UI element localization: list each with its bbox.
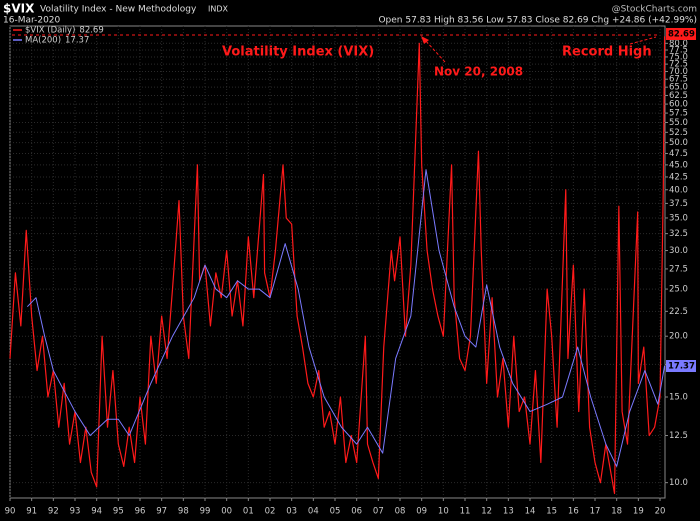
annotation: Record High: [562, 45, 652, 60]
x-tick-label: 98: [178, 507, 189, 517]
annotation-arrow: [629, 36, 657, 45]
y-tick-label: 62.5: [669, 91, 688, 101]
legend: $VIX (Daily) 82.69 MA(200) 17.37: [13, 26, 104, 46]
end-label: 82.69: [668, 30, 695, 40]
annotation: Nov 20, 2008: [434, 65, 523, 79]
plot-frame: [9, 25, 666, 499]
y-tick-label: 22.5: [669, 307, 688, 317]
x-tick-label: 91: [26, 507, 37, 517]
y-tick-label: 10.0: [669, 478, 688, 488]
lines: [9, 36, 666, 495]
y-tick-label: 32.5: [669, 229, 688, 239]
y-tick-label: 72.5: [669, 60, 688, 70]
y-tick-label: 47.5: [669, 149, 688, 159]
end-label-box: [666, 28, 696, 40]
y-tick-label: 70.0: [669, 67, 688, 77]
x-tick-label: 96: [135, 507, 146, 517]
grid: 10.012.515.017.520.022.525.027.530.032.5…: [5, 26, 688, 517]
y-tick-label: 50.0: [669, 138, 688, 148]
x-tick-label: 12: [481, 507, 492, 517]
exchange: INDX: [208, 5, 229, 14]
legend-label: $VIX (Daily): [25, 26, 75, 36]
x-tick-label: 01: [243, 507, 254, 517]
x-tick-label: 05: [330, 507, 341, 517]
y-tick-label: 42.5: [669, 172, 688, 182]
y-tick-label: 12.5: [669, 431, 688, 441]
x-tick-label: 94: [91, 507, 102, 517]
x-tick-label: 97: [156, 507, 167, 517]
x-tick-label: 00: [221, 507, 232, 517]
y-tick-label: 40.0: [669, 185, 688, 195]
date: 16-Mar-2020: [3, 16, 61, 26]
y-tick-label: 77.5: [669, 46, 688, 56]
x-tick-label: 18: [611, 507, 622, 517]
end-label: 17.37: [668, 362, 695, 372]
x-tick-label: 11: [460, 507, 471, 517]
y-tick-label: 80.0: [669, 39, 688, 49]
y-tick-label: 37.5: [669, 199, 688, 209]
x-tick-label: 04: [308, 507, 319, 517]
series-line: [9, 36, 666, 495]
y-tick-label: 75.0: [669, 52, 688, 62]
y-tick-label: 27.5: [669, 264, 688, 274]
x-tick-label: 92: [48, 507, 59, 517]
symbol: $VIX: [3, 2, 35, 16]
y-tick-label: 60.0: [669, 100, 688, 110]
y-tick-label: 25.0: [669, 285, 688, 295]
y-tick-label: 52.5: [669, 128, 688, 138]
x-tick-label: 99: [200, 507, 211, 517]
y-tick-label: 35.0: [669, 213, 688, 223]
x-tick-label: 02: [265, 507, 276, 517]
y-tick-label: 55.0: [669, 118, 688, 128]
y-tick-label: 15.0: [669, 392, 688, 402]
x-tick-label: 07: [373, 507, 384, 517]
x-tick-label: 93: [70, 507, 81, 517]
y-tick-label: 57.5: [669, 109, 688, 119]
y-tick-label: 20.0: [669, 332, 688, 342]
y-tick-label: 65.0: [669, 83, 688, 93]
end-label-box: [666, 360, 696, 373]
subtitle: Volatility Index - New Methodology: [40, 5, 197, 15]
x-tick-label: 16: [568, 507, 579, 517]
y-tick-label: 45.0: [669, 160, 688, 170]
quote: Open 57.83 High 83.56 Low 57.83 Close 82…: [378, 16, 697, 26]
x-tick-label: 14: [525, 507, 536, 517]
x-tick-label: 03: [286, 507, 297, 517]
x-tick-label: 17: [590, 507, 601, 517]
arrow-head: [421, 36, 429, 44]
x-tick-label: 95: [113, 507, 124, 517]
x-tick-label: 10: [438, 507, 449, 517]
legend-label: MA(200): [25, 36, 61, 46]
x-tick-label: 90: [5, 507, 16, 517]
x-tick-label: 20: [655, 507, 666, 517]
x-tick-label: 08: [395, 507, 406, 517]
legend-value: 17.37: [65, 36, 89, 46]
annotation: Volatility Index (VIX): [222, 45, 374, 60]
source: @StockCharts.com: [612, 5, 697, 15]
series-line: [26, 169, 666, 467]
x-tick-label: 09: [416, 507, 427, 517]
x-tick-label: 06: [351, 507, 362, 517]
x-tick-label: 13: [503, 507, 514, 517]
y-tick-label: 67.5: [669, 75, 688, 85]
legend-value: 82.69: [79, 26, 103, 36]
x-tick-label: 19: [633, 507, 644, 517]
x-tick-label: 15: [546, 507, 557, 517]
y-tick-label: 30.0: [669, 246, 688, 256]
